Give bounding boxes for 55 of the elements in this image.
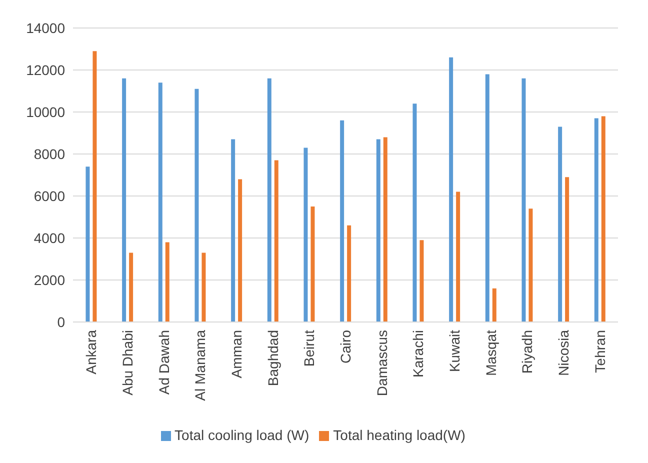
bar	[231, 139, 236, 322]
bar	[594, 118, 598, 322]
y-tick-label: 6000	[34, 188, 66, 204]
x-tick-label: Kuwait	[446, 330, 462, 372]
x-tick-label: Karachi	[410, 330, 426, 378]
bar	[456, 192, 460, 322]
bar	[122, 78, 126, 322]
x-tick-label: Nicosia	[555, 330, 572, 376]
bar	[383, 137, 388, 322]
y-tick-label: 12000	[26, 62, 66, 78]
y-tick-label: 0	[57, 314, 66, 330]
bar	[165, 242, 170, 322]
bar	[492, 288, 496, 322]
bar	[202, 252, 206, 322]
x-tick-label: Ad Dawah	[156, 330, 172, 395]
bar	[274, 160, 278, 322]
bar	[528, 208, 533, 322]
bar	[310, 206, 315, 322]
bar	[347, 225, 352, 322]
bar	[565, 177, 570, 322]
bar	[412, 104, 417, 322]
x-tick-label: Baghdad	[264, 330, 281, 386]
bar	[449, 57, 454, 322]
x-tick-label: Riyadh	[519, 330, 536, 374]
bar	[92, 51, 97, 322]
x-tick-label: Abu Dhabi	[119, 330, 136, 396]
x-tick-label: Masqat	[482, 330, 499, 376]
bar	[522, 78, 526, 322]
y-tick-label: 8000	[34, 146, 66, 162]
bar	[420, 240, 424, 322]
bar	[485, 74, 490, 322]
y-tick-label: 2000	[34, 272, 66, 288]
bar	[601, 116, 606, 322]
y-tick-label: 10000	[26, 104, 66, 120]
bar	[376, 139, 380, 322]
bar	[194, 88, 199, 322]
x-tick-label: Damascus	[374, 330, 390, 396]
legend-label: Total heating load(W)	[333, 427, 466, 443]
y-tick-label: 14000	[26, 20, 66, 36]
legend-label: Total cooling load (W)	[174, 427, 310, 443]
x-tick-label: Beirut	[301, 330, 318, 367]
bar	[86, 166, 90, 322]
x-tick-label: Cairo	[337, 330, 354, 364]
x-tick-label: Tehran	[592, 330, 608, 373]
bar	[129, 252, 134, 322]
y-tick-label: 4000	[34, 230, 66, 246]
bar	[304, 148, 308, 322]
bar	[340, 120, 344, 322]
x-tick-label: Ankara	[83, 330, 100, 374]
bar	[238, 179, 242, 322]
bar	[558, 126, 562, 322]
x-tick-label: Al Manama	[192, 330, 208, 401]
bar	[267, 78, 272, 322]
x-tick-label: Amman	[228, 330, 244, 378]
bar	[158, 82, 162, 322]
